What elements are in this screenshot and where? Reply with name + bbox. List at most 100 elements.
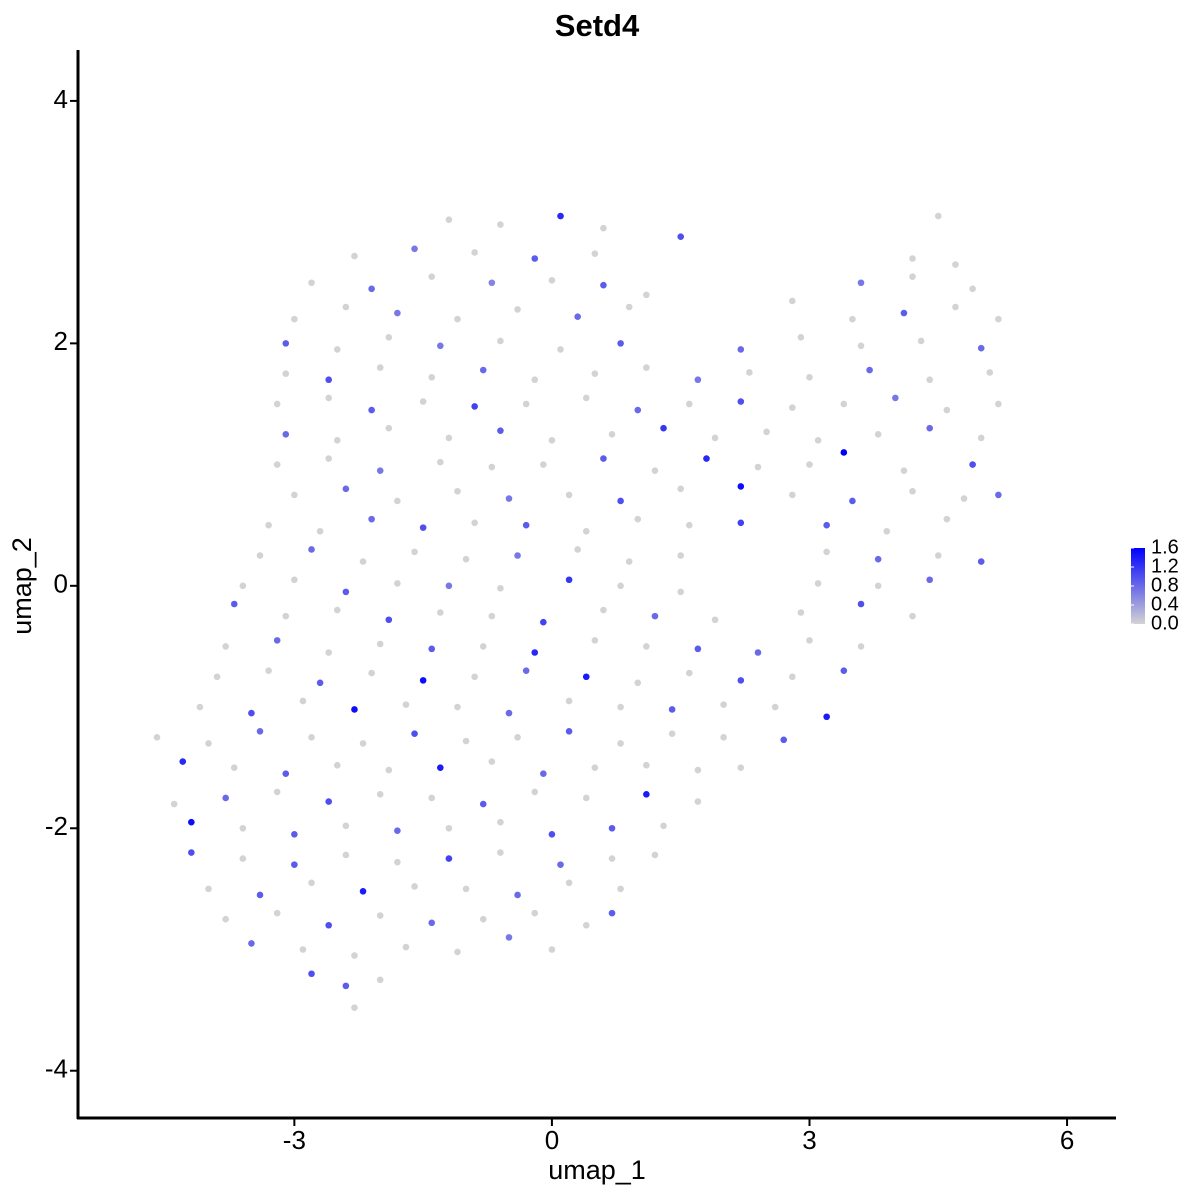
point — [857, 279, 865, 287]
point — [806, 374, 813, 381]
point — [668, 706, 676, 713]
point — [291, 315, 298, 323]
point — [943, 515, 951, 523]
point — [333, 346, 341, 353]
point — [325, 394, 332, 402]
point — [582, 527, 590, 535]
point — [840, 667, 848, 674]
point — [376, 791, 384, 798]
point — [986, 369, 994, 376]
point — [582, 673, 590, 681]
point — [445, 582, 453, 590]
point — [909, 255, 916, 262]
point — [789, 404, 796, 411]
point — [273, 400, 281, 408]
y-axis-label: umap_2 — [7, 537, 37, 635]
point — [900, 309, 908, 317]
point — [668, 730, 676, 738]
point — [428, 645, 436, 653]
point — [299, 697, 307, 705]
point — [754, 649, 762, 656]
point — [643, 761, 650, 769]
point — [419, 524, 427, 531]
point — [814, 580, 822, 587]
point — [531, 649, 539, 656]
point — [608, 909, 616, 917]
point — [351, 952, 358, 959]
point — [926, 576, 933, 584]
point — [540, 618, 547, 626]
colorbar-tick-label: 1.6 — [1151, 536, 1179, 558]
point — [823, 548, 830, 556]
point — [325, 798, 332, 805]
point — [634, 679, 642, 687]
point — [737, 519, 745, 527]
point — [591, 370, 599, 377]
point — [196, 703, 204, 711]
colorbar-tick-label: 0.0 — [1151, 612, 1179, 634]
point — [909, 273, 916, 280]
point — [840, 400, 848, 408]
point — [342, 982, 350, 990]
point — [359, 558, 367, 565]
point — [428, 273, 436, 280]
point — [540, 461, 547, 468]
point — [368, 515, 375, 523]
point — [608, 855, 616, 862]
point — [316, 527, 324, 535]
point — [995, 400, 1002, 408]
point — [368, 285, 375, 293]
point — [411, 883, 418, 890]
colorbar-tick-label: 1.2 — [1151, 555, 1179, 577]
point — [445, 824, 453, 832]
point — [265, 667, 272, 674]
point — [222, 643, 229, 650]
point — [497, 337, 504, 345]
point — [479, 643, 487, 650]
point — [462, 885, 470, 893]
point — [256, 552, 264, 559]
point — [428, 794, 436, 802]
point — [934, 552, 942, 559]
point — [582, 921, 590, 929]
point — [694, 766, 702, 774]
point — [943, 406, 951, 414]
point — [617, 885, 624, 893]
point — [213, 673, 221, 681]
point — [608, 430, 616, 438]
point — [445, 216, 453, 224]
point — [376, 467, 384, 474]
point — [479, 800, 487, 808]
point — [582, 394, 590, 402]
point — [342, 851, 350, 859]
point — [411, 730, 418, 738]
point — [325, 376, 332, 384]
point — [531, 376, 539, 384]
point — [737, 764, 745, 771]
point — [591, 250, 599, 257]
point — [479, 366, 487, 374]
point — [222, 794, 229, 802]
point — [892, 394, 899, 402]
point — [737, 483, 745, 490]
point — [394, 497, 401, 505]
point — [565, 697, 573, 705]
point — [462, 737, 470, 745]
point — [720, 734, 727, 741]
point — [222, 915, 229, 923]
point — [454, 315, 461, 323]
point — [497, 849, 504, 856]
point — [634, 406, 642, 414]
point — [437, 764, 444, 771]
point — [248, 940, 255, 947]
point — [643, 791, 650, 798]
point — [574, 313, 581, 320]
point — [634, 515, 642, 523]
point — [694, 798, 702, 805]
x-tick-label: 0 — [545, 1125, 559, 1155]
point — [488, 758, 496, 765]
point — [291, 861, 298, 868]
point — [333, 437, 341, 444]
point — [557, 861, 564, 868]
point — [694, 376, 702, 384]
